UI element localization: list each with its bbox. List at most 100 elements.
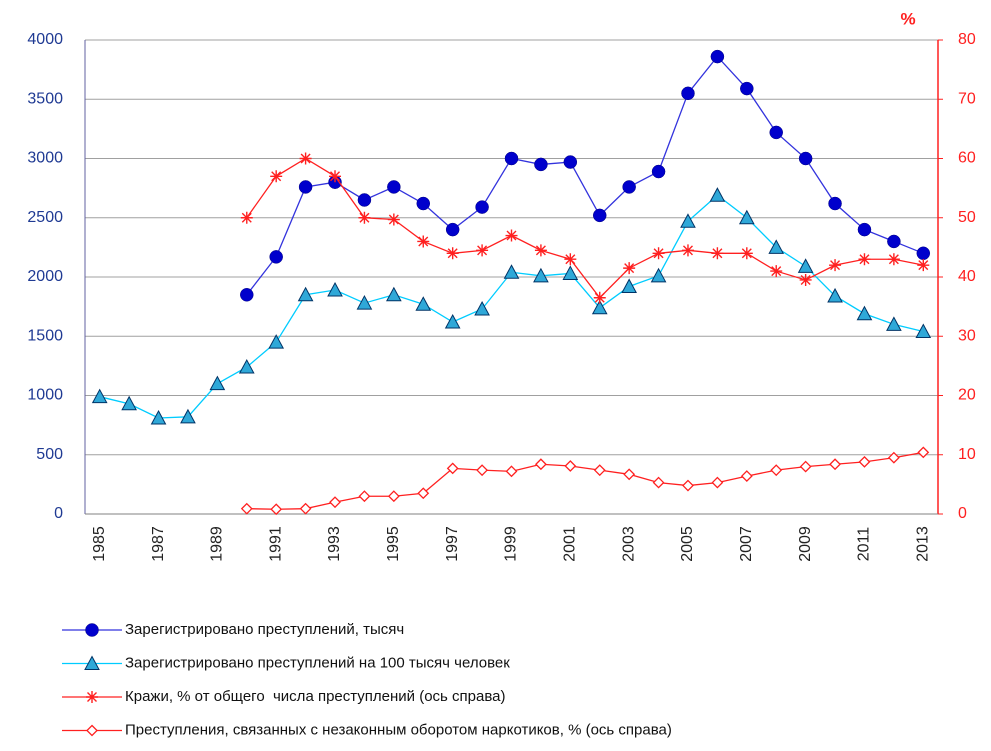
x-tick-label: 1993 bbox=[326, 526, 343, 562]
point bbox=[269, 250, 283, 264]
point bbox=[915, 323, 932, 339]
point bbox=[329, 170, 342, 183]
point bbox=[505, 465, 518, 478]
point bbox=[299, 152, 312, 165]
x-tick-label: 1991 bbox=[267, 526, 284, 562]
point bbox=[593, 291, 606, 304]
point bbox=[504, 151, 519, 166]
point bbox=[738, 209, 755, 225]
point bbox=[681, 244, 694, 257]
point bbox=[562, 265, 579, 280]
point bbox=[798, 151, 813, 166]
y-tick-label: 2500 bbox=[27, 209, 63, 226]
point bbox=[387, 213, 400, 226]
point bbox=[680, 213, 696, 228]
point bbox=[564, 253, 577, 266]
point bbox=[829, 259, 842, 272]
legend-label: Зарегистрировано преступлений, тысяч bbox=[125, 621, 404, 638]
point bbox=[534, 244, 547, 257]
y-tick-label: 2000 bbox=[27, 268, 63, 285]
point bbox=[650, 267, 667, 283]
point bbox=[651, 164, 666, 179]
point bbox=[86, 691, 98, 703]
point bbox=[387, 180, 401, 194]
y-tick-label: 4000 bbox=[27, 31, 63, 48]
y2-tick-label: 40 bbox=[958, 268, 976, 285]
point bbox=[623, 468, 636, 481]
point bbox=[268, 334, 285, 349]
y2-tick-label: 80 bbox=[958, 31, 976, 48]
point bbox=[799, 273, 812, 286]
point bbox=[417, 487, 430, 500]
point bbox=[270, 170, 283, 183]
point bbox=[593, 464, 606, 477]
point bbox=[476, 464, 489, 477]
y-tick-label: 0 bbox=[54, 505, 63, 522]
point bbox=[710, 49, 725, 64]
point bbox=[298, 180, 313, 194]
y-tick-label: 3000 bbox=[27, 150, 63, 167]
x-tick-label: 1985 bbox=[91, 526, 108, 562]
point bbox=[828, 196, 842, 211]
point bbox=[887, 451, 900, 464]
point bbox=[916, 246, 931, 261]
x-tick-label: 2013 bbox=[915, 526, 932, 562]
series-line bbox=[246, 157, 924, 299]
point bbox=[623, 262, 636, 275]
point bbox=[358, 490, 371, 503]
legend-label: Преступления, связанных с незаконным обо… bbox=[125, 721, 672, 738]
point bbox=[327, 281, 343, 297]
point bbox=[591, 299, 608, 315]
y2-axis-label: % bbox=[900, 9, 915, 28]
x-tick-label: 1999 bbox=[503, 526, 520, 562]
point bbox=[533, 267, 549, 283]
legend-label: Зарегистрировано преступлений на 100 тыс… bbox=[125, 654, 510, 671]
x-tick-label: 2007 bbox=[738, 526, 755, 562]
x-tick-label: 2011 bbox=[856, 527, 873, 562]
point bbox=[887, 234, 901, 249]
point bbox=[209, 375, 226, 391]
point bbox=[357, 193, 372, 207]
point bbox=[652, 247, 665, 260]
point bbox=[858, 455, 871, 468]
point bbox=[503, 264, 520, 279]
x-tick-label: 2001 bbox=[562, 526, 579, 562]
point bbox=[652, 476, 665, 489]
y2-tick-label: 20 bbox=[958, 387, 976, 404]
point bbox=[386, 286, 402, 302]
x-tick-label: 2005 bbox=[679, 526, 696, 562]
point bbox=[740, 81, 754, 96]
point bbox=[887, 253, 900, 266]
point bbox=[917, 259, 930, 272]
point bbox=[86, 724, 98, 737]
point bbox=[797, 258, 814, 273]
point bbox=[621, 278, 637, 293]
point bbox=[709, 187, 726, 202]
x-tick-label: 2009 bbox=[797, 526, 814, 562]
point bbox=[622, 180, 636, 194]
point bbox=[445, 222, 460, 237]
point bbox=[446, 247, 459, 260]
x-tick-label: 1987 bbox=[150, 526, 167, 562]
point bbox=[387, 490, 400, 503]
point bbox=[444, 313, 461, 329]
point bbox=[446, 462, 459, 475]
x-tick-label: 1997 bbox=[444, 526, 461, 562]
point bbox=[799, 460, 812, 473]
series-line bbox=[246, 451, 924, 510]
point bbox=[474, 300, 490, 316]
point bbox=[121, 395, 137, 411]
point bbox=[180, 408, 196, 424]
point bbox=[240, 502, 253, 515]
point bbox=[240, 211, 253, 224]
point bbox=[475, 200, 489, 214]
point bbox=[91, 388, 108, 404]
y-tick-label: 3500 bbox=[27, 90, 63, 107]
y-tick-label: 1500 bbox=[27, 327, 63, 344]
point bbox=[356, 295, 373, 310]
point bbox=[238, 359, 255, 374]
point bbox=[84, 655, 100, 670]
point bbox=[150, 409, 167, 425]
